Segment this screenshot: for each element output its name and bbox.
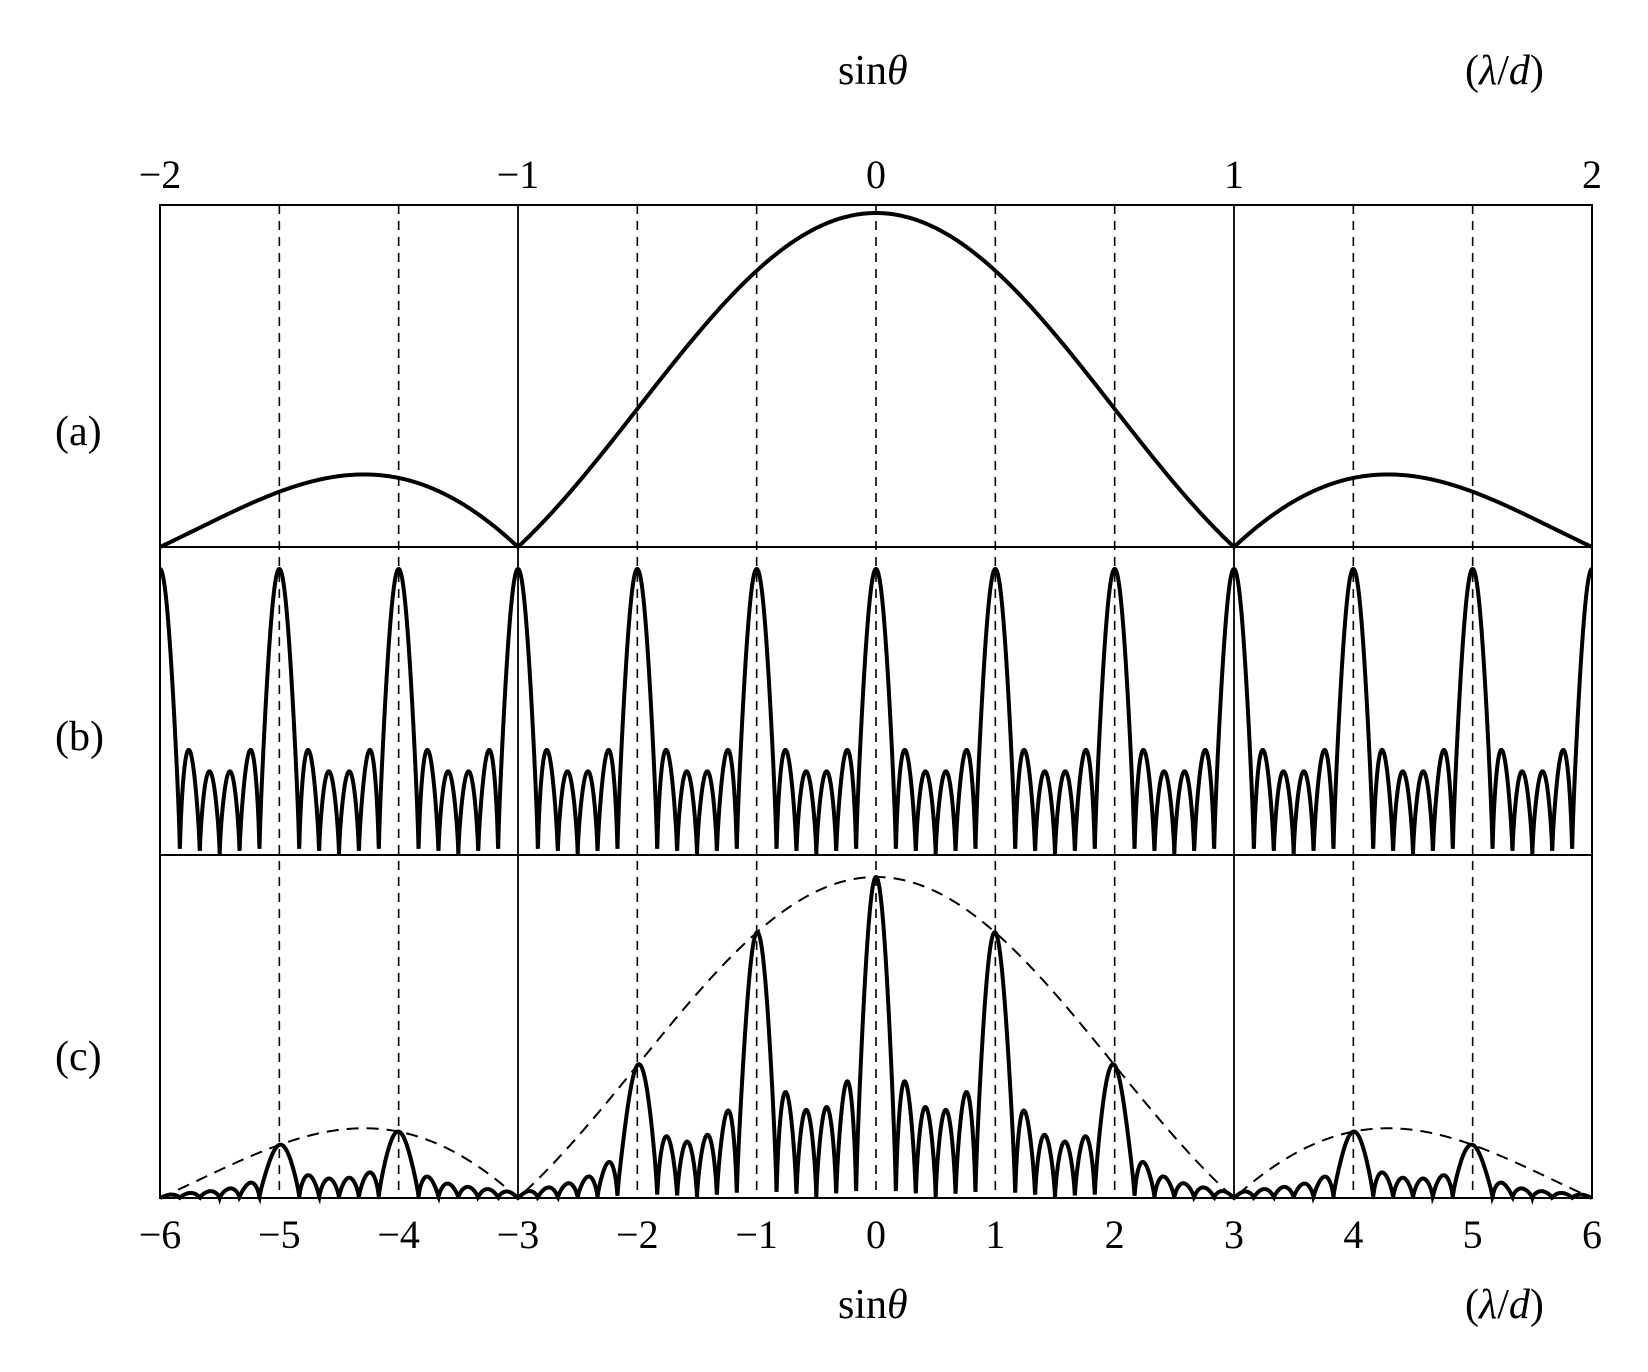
bottom-tick-label: 5 bbox=[1463, 1212, 1483, 1257]
gridlines bbox=[278, 205, 1474, 1198]
curve-b-grating bbox=[159, 566, 1593, 856]
bottom-tick-label: −3 bbox=[497, 1212, 540, 1257]
bottom-tick-label: −5 bbox=[258, 1212, 301, 1257]
top-tick-label: −2 bbox=[139, 152, 182, 197]
bottom-tick-label: −6 bbox=[139, 1212, 182, 1257]
bottom-axis-label: sinθ bbox=[838, 1282, 908, 1328]
panel-frames bbox=[159, 204, 1593, 1199]
bottom-tick-label: 2 bbox=[1105, 1212, 1125, 1257]
panel-label-a: (a) bbox=[55, 409, 102, 455]
bottom-tick-label: 4 bbox=[1343, 1212, 1363, 1257]
bottom-tick-label: 6 bbox=[1582, 1212, 1602, 1257]
bottom-tick-label: −1 bbox=[735, 1212, 778, 1257]
bottom-tick-labels: −6 −5 −4 −3 −2 −1 0 1 2 3 4 5 6 bbox=[139, 1212, 1602, 1257]
bottom-tick-label: 3 bbox=[1224, 1212, 1244, 1257]
bottom-tick-label: −4 bbox=[377, 1212, 420, 1257]
top-tick-label: 2 bbox=[1582, 152, 1602, 197]
outer-frame bbox=[159, 204, 1593, 1199]
top-axis-label: sinθ bbox=[838, 48, 908, 94]
curve-c-combined bbox=[159, 874, 1593, 1205]
curve-a-envelope bbox=[159, 211, 1593, 550]
bottom-tick-label: 1 bbox=[985, 1212, 1005, 1257]
top-tick-labels: −2 −1 0 1 2 bbox=[139, 152, 1602, 197]
bottom-axis-unit: (λ/d) bbox=[1465, 1282, 1544, 1328]
bottom-tick-label: −2 bbox=[616, 1212, 659, 1257]
bottom-tick-label: 0 bbox=[866, 1212, 886, 1257]
panel-label-b: (b) bbox=[55, 714, 104, 760]
top-tick-label: −1 bbox=[497, 152, 540, 197]
curves bbox=[159, 211, 1593, 1205]
top-axis-unit: (λ/d) bbox=[1465, 48, 1544, 94]
panel-label-c: (c) bbox=[55, 1034, 102, 1080]
top-tick-label: 1 bbox=[1224, 152, 1244, 197]
top-tick-label: 0 bbox=[866, 152, 886, 197]
